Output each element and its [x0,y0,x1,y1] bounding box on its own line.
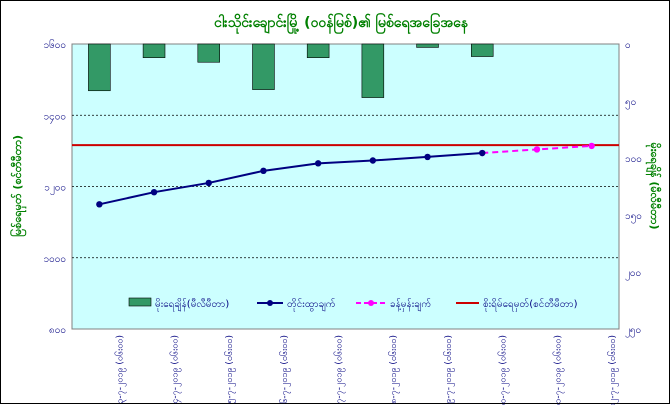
forecast-point [588,142,595,150]
measured-point [314,160,322,167]
measured-point [96,201,103,208]
rainfall-bar [88,43,111,92]
right-tick-label: ၅၀ [625,97,636,110]
left-tick-label: ၁၄၀၀ [44,111,67,124]
x-tick-label: ၅-၇-၂၀၁၉ (၀၆း၀၀) [224,335,236,404]
measured-point [150,189,158,196]
rainfall-bar [197,43,220,63]
right-tick-label: ၁၀၀ [625,154,642,165]
legend-label-rainfall: မိုးရေချိန်(မီလီမီတာ) [155,297,229,312]
left-tick-label: ၁၀၀၀ [44,254,67,265]
rainfall-bar [142,43,166,58]
measured-point [479,149,486,157]
measured-line [99,152,483,206]
x-tick-label: ၆-၇-၂၀၁၉ (၀၆း၀၀) [279,335,291,404]
chart-title: ငါးသိုင်းချောင်းမြို့ (ဝဝန်မြစ်)၏ မြစ်ရေ… [214,13,469,34]
x-tick-label: ၁၀-၇-၂၀၁၉ (၀၆း၀၀) [498,335,510,405]
legend-label-warning: စိုးရိမ်ရေမှတ်(စင်တီမီတာ) [483,297,578,312]
left-tick-label: ၈၀၀ [49,325,66,336]
x-tick-label: ၁၁-၇-၂၀၁၉ (၀၆း၀၀) [552,335,564,405]
right-tick-label: ၂၅၀ [625,325,641,338]
y-axis-label-right: မိုးရေချိန် (မီလီမီတာ) [645,143,662,230]
left-tick-label: ၁၂၀၀ [44,183,66,196]
forecast-point [533,146,541,153]
legend-marker-measured [267,300,273,306]
measured-point [260,167,267,175]
measured-point [369,157,377,164]
right-tick-label: ၂၀၀ [625,268,641,281]
x-tick-label: ၄-၇-၂၀၁၉ (၀၆း၀၀) [169,335,181,404]
y-axis-label-left: မြစ်ရေမှတ် (စင်တီမီတာ) [9,135,27,237]
left-tick-label: ၁၆၀၀ [44,38,67,51]
legend-swatch-rainfall [128,297,152,307]
left-axis-ticks: ၈၀၀ ၁၀၀၀ ၁၂၀၀ ၁၄၀၀ ၁၆၀၀ [44,38,67,336]
rainfall-bar [416,43,439,48]
gridlines [72,114,619,259]
water-level-lines [96,142,595,208]
rainfall-bar [306,43,330,58]
chart-legend: မိုးရေချိန်(မီလီမီတာ) တိုင်းထွာချက် ခန့်မှ… [128,297,578,312]
measured-point [205,179,212,187]
legend-marker-forecast [368,300,374,306]
x-tick-label: ၁၂-၇-၂၀၁၉ (၀၆း၀၀) [607,335,619,405]
x-tick-label: ၉-၇-၂၀၁၉ (၀၆း၀၀) [443,335,455,404]
right-tick-label: ၀ [625,40,631,51]
legend-label-forecast: ခန့်မှန်းချက် [390,297,431,312]
rainfall-bar [361,43,385,98]
measured-point [424,153,431,161]
rainfall-bar [471,43,494,57]
x-axis-ticks: ၃-၇-၂၀၁၉ (၀၆း၀၀) ၄-၇-၂၀၁၉ (၀၆း၀၀) ၅-၇-၂၀၁၉… [115,335,619,405]
legend-label-measured: တိုင်းထွာချက် [287,297,336,312]
x-tick-label: ၇-၇-၂၀၁၉ (၀၆း၀၀) [334,335,346,404]
x-tick-label: ၈-၇-၂၀၁၉ (၀၆း၀၀) [388,335,400,404]
rainfall-bars [88,43,494,98]
rainfall-bar [252,43,275,90]
x-tick-label: ၃-၇-၂၀၁၉ (၀၆း၀၀) [115,335,127,404]
right-tick-label: ၁၅၀ [625,211,642,224]
